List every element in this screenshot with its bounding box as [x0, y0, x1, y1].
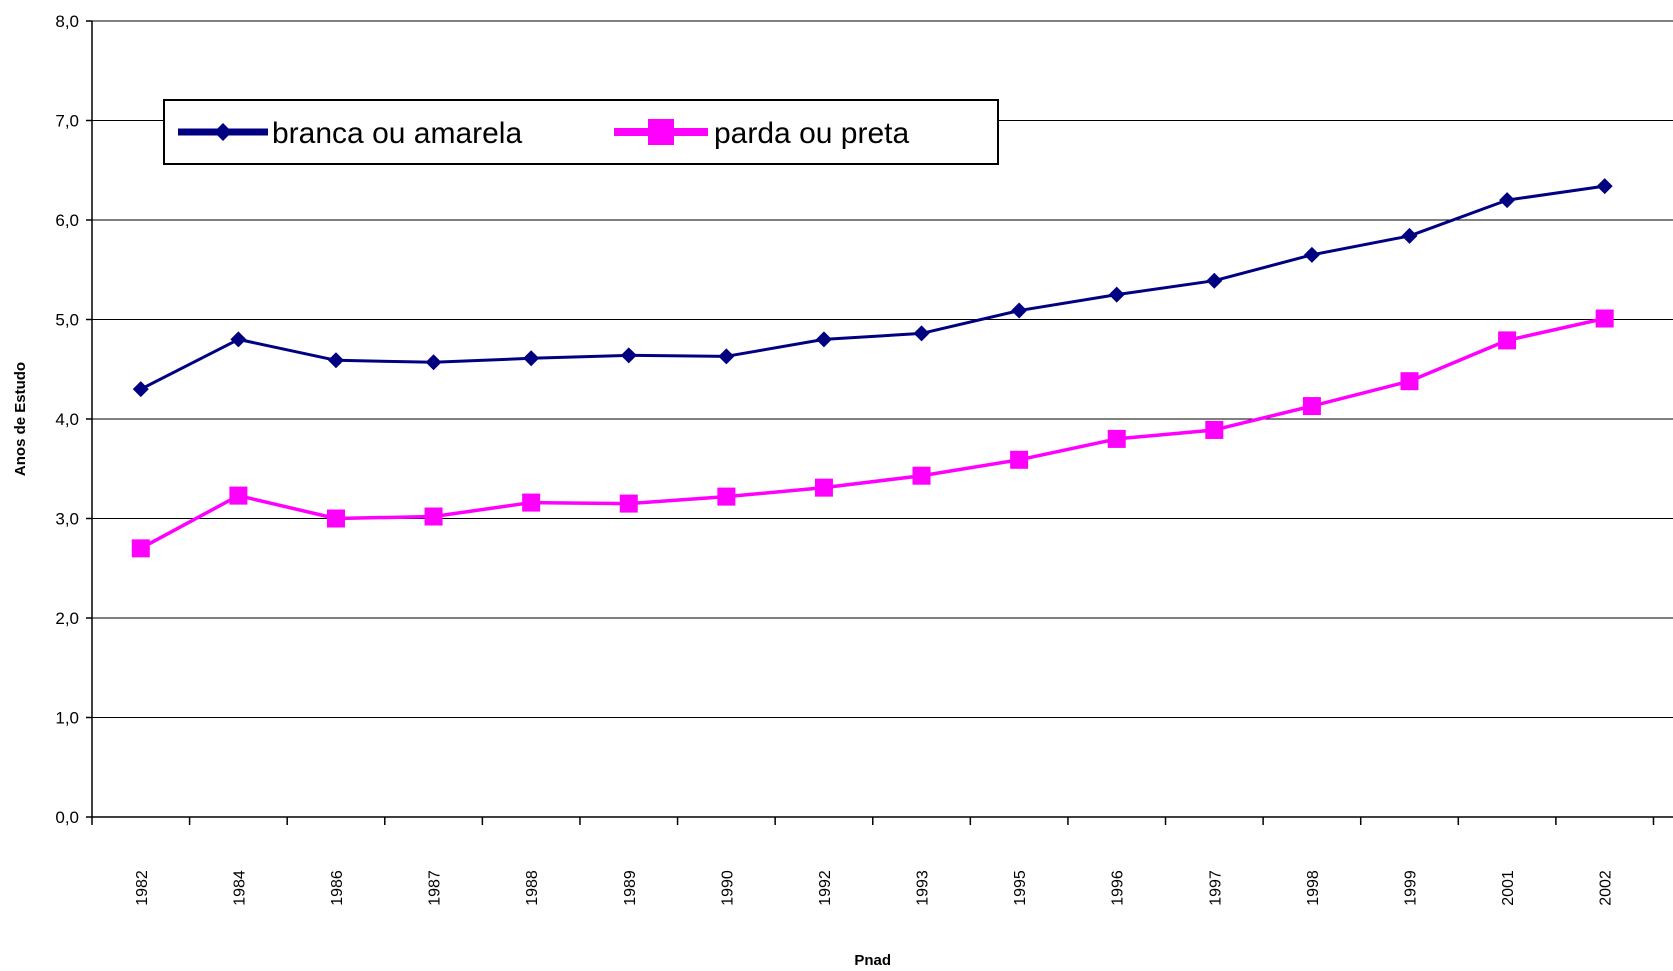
x-tick-label: 1989 [622, 870, 639, 906]
data-point [619, 494, 638, 513]
data-point [326, 509, 345, 528]
x-tick-label: 1990 [719, 870, 736, 906]
x-tick-label: 1996 [1110, 870, 1127, 906]
data-point [1303, 246, 1320, 263]
y-tick-label: 7,0 [55, 112, 79, 131]
series-parda-ou-preta [131, 309, 1614, 558]
x-tick-label: 1992 [817, 870, 834, 906]
legend-swatch-marker [648, 119, 674, 145]
y-tick-label: 8,0 [55, 12, 79, 31]
x-axis-title: Pnad [854, 952, 891, 969]
data-point [1596, 178, 1613, 195]
data-point [424, 507, 443, 526]
data-point [131, 539, 150, 558]
x-tick-label: 1999 [1403, 870, 1420, 906]
x-tick-label: 1984 [231, 870, 248, 906]
legend: branca ou amarela parda ou preta [163, 99, 999, 165]
legend-label: branca ou amarela [272, 117, 522, 150]
series-line [140, 184, 1605, 391]
data-point [1401, 227, 1418, 244]
data-point [1400, 372, 1419, 391]
x-axis-ticks: 1982 1984 1986 1987 1988 1989 1990 1992 1993 1995… [91, 817, 1655, 906]
x-tick-label: 1987 [427, 870, 444, 906]
y-axis-ticks: 0,0 1,0 2,0 3,0 4,0 5,0 6,0 7,0 8,0 [55, 12, 92, 827]
x-tick-label: 1993 [915, 870, 932, 906]
x-tick-label: 1998 [1305, 870, 1322, 906]
data-point [620, 347, 637, 364]
series-line [139, 316, 1606, 550]
data-point [1498, 331, 1517, 350]
data-point [1108, 286, 1125, 303]
data-point [912, 466, 931, 485]
data-point [815, 331, 832, 348]
x-tick-label: 2001 [1500, 870, 1517, 906]
x-tick-label: 1988 [524, 870, 541, 906]
x-tick-label: 1986 [329, 870, 346, 906]
y-tick-label: 6,0 [55, 211, 79, 230]
data-point [230, 331, 247, 348]
data-point [1206, 272, 1223, 289]
data-point [522, 493, 541, 512]
data-point [913, 325, 930, 342]
x-tick-label: 2002 [1598, 870, 1615, 906]
x-tick-label: 1997 [1207, 870, 1224, 906]
data-point [132, 381, 149, 398]
data-point [1011, 302, 1028, 319]
legend-swatch-marker [214, 123, 232, 141]
legend-label: parda ou preta [714, 117, 909, 150]
data-point [229, 486, 248, 505]
data-point [425, 354, 442, 371]
data-point [1595, 309, 1614, 328]
y-axis-title: Anos de Estudo [12, 362, 29, 476]
legend-box [163, 99, 999, 165]
data-point [717, 487, 736, 506]
data-point [718, 348, 735, 365]
data-point [1205, 420, 1224, 439]
x-tick-label: 1995 [1012, 870, 1029, 906]
legend-item-branca-ou-amarela: branca ou amarela [178, 117, 522, 150]
series-branca-ou-amarela [132, 178, 1613, 398]
y-tick-label: 3,0 [55, 510, 79, 529]
y-tick-label: 2,0 [55, 609, 79, 628]
y-tick-label: 0,0 [55, 808, 79, 827]
data-point [523, 350, 540, 367]
y-tick-label: 5,0 [55, 311, 79, 330]
x-tick-label: 1982 [134, 870, 151, 906]
y-tick-label: 4,0 [55, 410, 79, 429]
data-point [1302, 397, 1321, 416]
data-point [1107, 429, 1126, 448]
y-tick-label: 1,0 [55, 709, 79, 728]
data-point [814, 478, 833, 497]
series-layer [131, 178, 1614, 558]
legend-item-parda-ou-preta: parda ou preta [614, 117, 909, 150]
data-point [327, 352, 344, 369]
data-point [1010, 450, 1029, 469]
data-point [1499, 192, 1516, 209]
